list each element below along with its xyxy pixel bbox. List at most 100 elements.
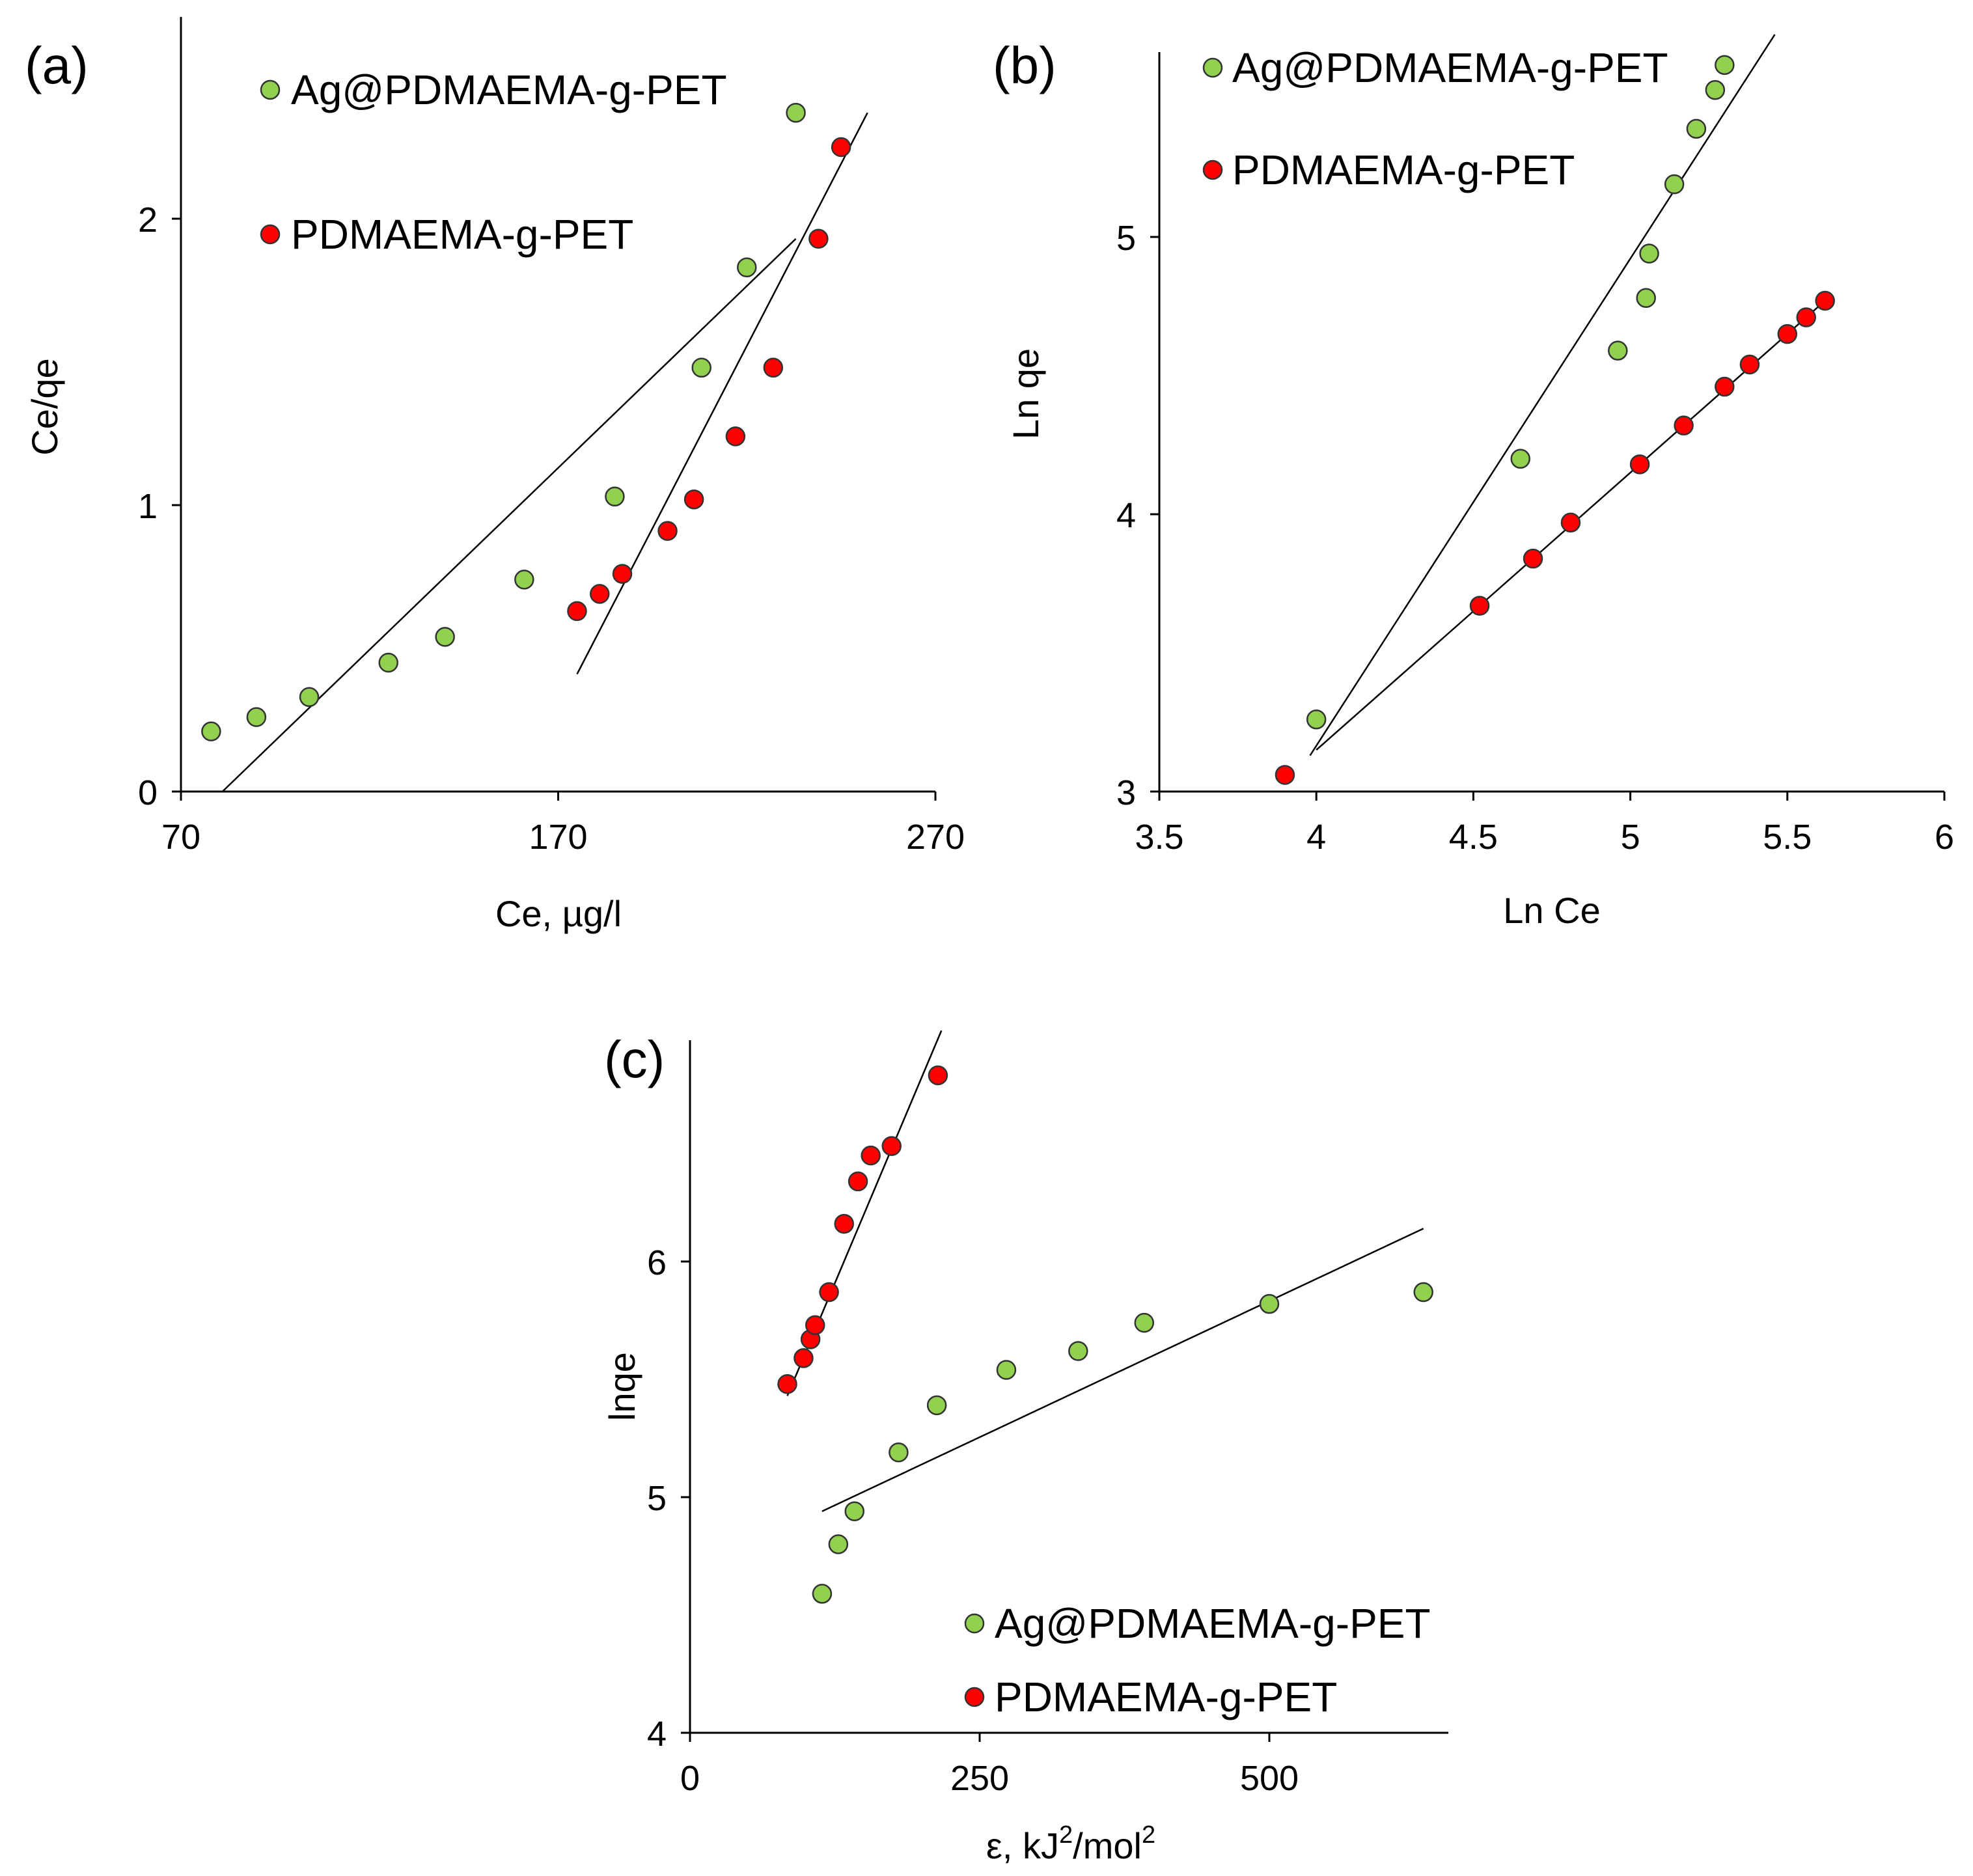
panel-c-markers <box>777 1065 1433 1604</box>
y-tick-label: 6 <box>647 1243 667 1282</box>
data-point-pdmaema <box>1629 454 1650 475</box>
panel-a-markers <box>201 102 851 741</box>
x-tick-label: 170 <box>529 818 587 857</box>
data-point-ag <box>1664 174 1685 195</box>
x-tick-label: 500 <box>1240 1759 1299 1798</box>
panel-b-label: (b) <box>993 36 1056 94</box>
data-point-ag <box>435 627 455 647</box>
x-tick-label: 270 <box>906 818 965 857</box>
data-point-pdmaema <box>881 1136 902 1156</box>
x-tick-label: 250 <box>950 1759 1009 1798</box>
data-point-pdmaema <box>1469 596 1490 616</box>
data-point-pdmaema <box>1777 324 1798 344</box>
data-point-ag <box>605 486 625 507</box>
data-point-pdmaema <box>1715 376 1735 397</box>
data-point-ag <box>1134 1312 1155 1333</box>
y-tick-label: 5 <box>1116 219 1136 258</box>
data-point-pdmaema <box>848 1171 868 1192</box>
data-point-ag <box>889 1442 909 1463</box>
x-tick-label: 5 <box>1621 818 1640 857</box>
legend-label-ag: Ag@PDMAEMA-g-PET <box>995 1600 1431 1647</box>
x-tick-label: 70 <box>161 818 200 857</box>
legend-label-pdmaema: PDMAEMA-g-PET <box>1232 146 1575 193</box>
data-point-ag <box>1639 243 1659 264</box>
data-point-pdmaema <box>1674 415 1694 435</box>
data-point-pdmaema <box>1523 548 1543 569</box>
data-point-pdmaema <box>1560 512 1581 533</box>
data-point-pdmaema <box>805 1315 825 1335</box>
panel-a-xlabel: Ce, µg/l <box>495 893 622 934</box>
data-point-pdmaema <box>808 228 829 249</box>
x-tick-label: 4.5 <box>1449 818 1498 857</box>
y-tick-label: 5 <box>647 1479 667 1518</box>
legend-label-ag: Ag@PDMAEMA-g-PET <box>291 66 727 113</box>
panel-a-ticks: 70 170 270 0 1 2 <box>138 200 965 857</box>
panel-c-ylabel: lnqe <box>601 1352 642 1421</box>
data-point-pdmaema <box>725 426 746 447</box>
data-point-pdmaema <box>861 1145 881 1166</box>
data-point-ag <box>926 1395 947 1416</box>
data-point-ag <box>1510 448 1531 469</box>
data-point-ag <box>691 357 711 378</box>
panel-a: (a) Ce/qe Ce, µg/l 70 170 270 0 1 2 Ag@PDMAEM… <box>24 17 965 934</box>
data-point-pdmaema <box>657 521 678 541</box>
data-point-ag <box>1306 709 1327 730</box>
legend-marker-ag <box>260 79 281 100</box>
data-point-pdmaema <box>1275 765 1295 785</box>
data-point-pdmaema <box>1796 307 1816 327</box>
fit-line-ag <box>821 1228 1424 1512</box>
fit-line-pdmaema <box>576 112 868 675</box>
data-point-ag <box>201 721 221 741</box>
data-point-ag <box>996 1360 1017 1380</box>
x-tick-label: 0 <box>680 1759 700 1798</box>
panel-a-legend: Ag@PDMAEMA-g-PET PDMAEMA-g-PET <box>260 66 727 258</box>
data-point-ag <box>844 1501 865 1521</box>
panel-c-label: (c) <box>604 1030 665 1088</box>
fit-line-ag <box>1309 34 1776 756</box>
panel-c-legend: Ag@PDMAEMA-g-PET PDMAEMA-g-PET <box>964 1600 1431 1720</box>
data-point-pdmaema <box>928 1065 948 1086</box>
panel-b-xlabel: Ln Ce <box>1503 890 1600 931</box>
data-point-ag <box>1686 118 1707 139</box>
y-tick-label: 1 <box>138 487 158 526</box>
data-point-ag <box>1705 79 1726 100</box>
legend-marker-ag <box>964 1613 985 1634</box>
panel-c-xlabel-main: ε, kJ <box>986 1825 1059 1866</box>
panel-c-xlabel-mid: /mol <box>1073 1825 1142 1866</box>
panel-b-ticks: 3.5 4 4.5 5 5.5 6 3 4 5 <box>1116 219 1954 857</box>
panel-a-label: (a) <box>25 36 89 94</box>
panel-c-ticks: 0 250 500 4 5 6 <box>647 1243 1299 1798</box>
data-point-ag <box>378 652 398 673</box>
data-point-pdmaema <box>1815 290 1835 311</box>
data-point-pdmaema <box>793 1348 814 1368</box>
x-tick-label: 3.5 <box>1135 818 1183 857</box>
data-point-ag <box>299 687 320 708</box>
data-point-pdmaema <box>819 1282 839 1303</box>
legend-marker-pdmaema <box>1202 159 1223 180</box>
y-tick-label: 3 <box>1116 773 1136 812</box>
data-point-ag <box>1608 340 1628 361</box>
data-point-ag <box>1636 288 1656 308</box>
data-point-ag <box>737 257 757 278</box>
data-point-ag <box>812 1584 833 1604</box>
legend-marker-pdmaema <box>260 224 281 245</box>
panel-b-markers <box>1275 55 1835 785</box>
data-point-ag <box>828 1534 849 1554</box>
panel-c-fit-lines <box>786 1030 1424 1512</box>
legend-label-pdmaema: PDMAEMA-g-PET <box>995 1674 1337 1720</box>
data-point-pdmaema <box>683 489 704 510</box>
data-point-ag <box>1259 1293 1280 1314</box>
panel-c-xlabel-sup1: 2 <box>1059 1821 1073 1849</box>
data-point-pdmaema <box>567 601 587 622</box>
y-tick-label: 4 <box>1116 496 1136 535</box>
panel-b-fit-lines <box>1309 34 1826 756</box>
panel-b: (b) Ln qe Ln Ce 3.5 4 4.5 5 5.5 6 3 4 5 Ag@PDMAE… <box>993 34 1954 931</box>
data-point-ag <box>1413 1282 1433 1303</box>
panel-c-xlabel-sup2: 2 <box>1142 1821 1155 1849</box>
data-point-pdmaema <box>763 357 784 378</box>
legend-marker-ag <box>1202 57 1223 78</box>
data-point-pdmaema <box>589 584 610 604</box>
panel-b-legend: Ag@PDMAEMA-g-PET PDMAEMA-g-PET <box>1202 44 1668 193</box>
